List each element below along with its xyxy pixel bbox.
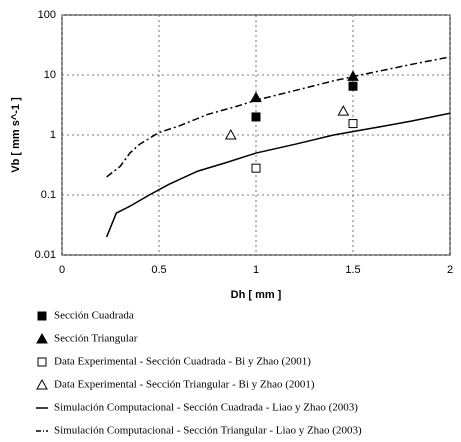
x-tick-label: 1.5 bbox=[345, 264, 360, 276]
point bbox=[251, 112, 261, 122]
point bbox=[251, 163, 261, 173]
x-tick-label: 0 bbox=[59, 264, 65, 276]
point bbox=[250, 91, 262, 103]
point bbox=[224, 128, 237, 140]
point bbox=[337, 105, 350, 116]
legend-label: Simulación Computacional - Sección Cuadr… bbox=[54, 402, 358, 414]
y-tick-label: 100 bbox=[38, 9, 56, 21]
y-tick-label: 0.1 bbox=[41, 189, 56, 201]
x-tick-label: 2 bbox=[447, 264, 453, 276]
x-tick-label: 0.5 bbox=[151, 264, 166, 276]
legend-symbol bbox=[36, 378, 48, 390]
legend-symbol bbox=[37, 357, 47, 367]
legend-symbol bbox=[36, 332, 48, 344]
y-tick-label: 1 bbox=[50, 129, 56, 141]
x-tick-label: 1 bbox=[253, 264, 259, 276]
point bbox=[348, 81, 358, 91]
x-axis-label: Dh [ mm ] bbox=[231, 289, 282, 301]
line bbox=[105, 112, 451, 238]
legend-label: Data Experimental - Sección Triangular -… bbox=[54, 379, 315, 391]
y-tick-label: 10 bbox=[44, 69, 56, 81]
line bbox=[106, 56, 451, 178]
legend-symbol bbox=[37, 311, 47, 321]
legend-label: Sección Triangular bbox=[54, 333, 138, 345]
legend-label: Data Experimental - Sección Cuadrada - B… bbox=[54, 356, 311, 368]
point bbox=[348, 119, 358, 129]
legend-label: Sección Cuadrada bbox=[54, 310, 134, 322]
y-tick-label: 0.01 bbox=[35, 249, 56, 261]
legend-label: Simulación Computacional - Sección Trian… bbox=[54, 425, 362, 437]
y-axis-label: Vb [ mm s^-1 ] bbox=[10, 97, 22, 173]
